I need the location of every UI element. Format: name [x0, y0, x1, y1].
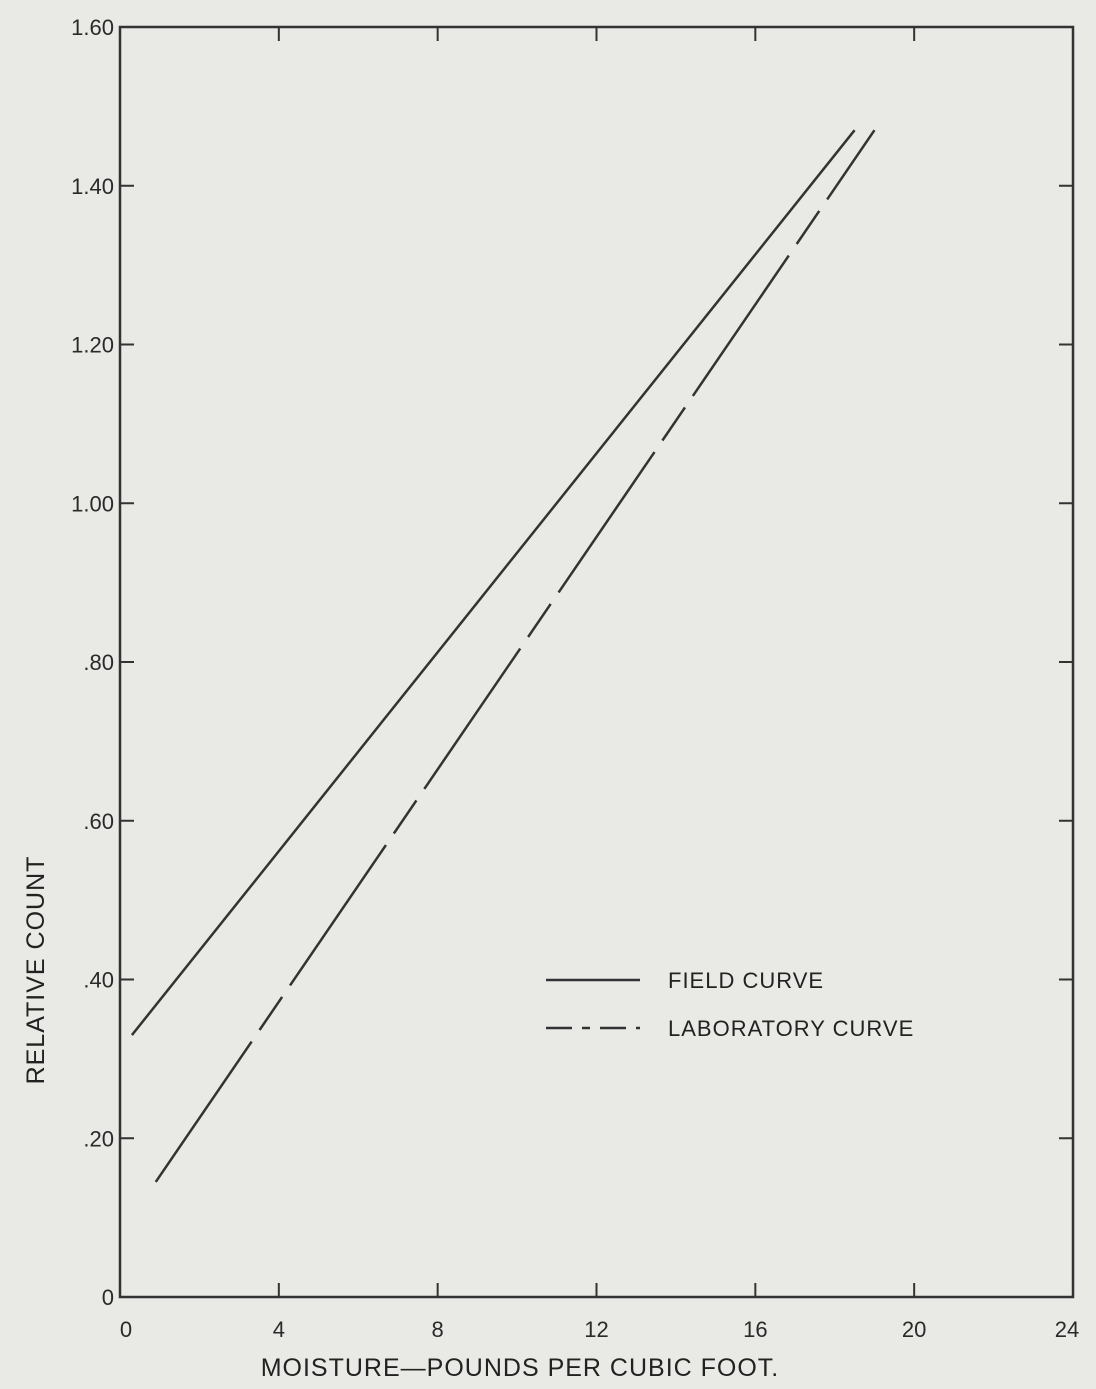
y-tick-label: .60: [83, 809, 114, 834]
y-tick-label: 0: [102, 1285, 114, 1310]
y-tick-label: 1.40: [71, 174, 114, 199]
y-tick-label: .40: [83, 968, 114, 993]
y-axis-title: RELATIVE COUNT: [22, 856, 50, 1085]
y-axis-ticks: 0 .20 .40 .60 .80 1.00 1.20 1.40 1.60: [71, 15, 1073, 1310]
x-tick-label: 24: [1055, 1317, 1079, 1342]
x-axis-ticks: 0 4 8 12 16 20 24: [120, 27, 1079, 1342]
x-tick-label: 8: [432, 1317, 444, 1342]
series-line-field: [130, 129, 856, 1036]
y-tick-label: .80: [83, 650, 114, 675]
x-tick-label: 16: [743, 1317, 767, 1342]
x-tick-label: 20: [902, 1317, 926, 1342]
x-axis-title: MOISTURE—POUNDS PER CUBIC FOOT.: [261, 1354, 780, 1382]
x-tick-label: 4: [273, 1317, 285, 1342]
y-tick-label: 1.60: [71, 15, 114, 40]
legend: FIELD CURVE LABORATORY CURVE: [546, 968, 914, 1041]
y-tick-label: 1.00: [71, 491, 114, 516]
series-layer: [130, 129, 876, 1183]
plot-frame: [118, 25, 1075, 1299]
series-line-laboratory: [154, 129, 876, 1183]
legend-label-field: FIELD CURVE: [668, 968, 824, 993]
x-tick-label: 0: [120, 1317, 132, 1342]
x-tick-label: 12: [584, 1317, 608, 1342]
y-tick-label: .20: [83, 1126, 114, 1151]
legend-label-laboratory: LABORATORY CURVE: [668, 1016, 914, 1041]
y-tick-label: 1.20: [71, 333, 114, 358]
